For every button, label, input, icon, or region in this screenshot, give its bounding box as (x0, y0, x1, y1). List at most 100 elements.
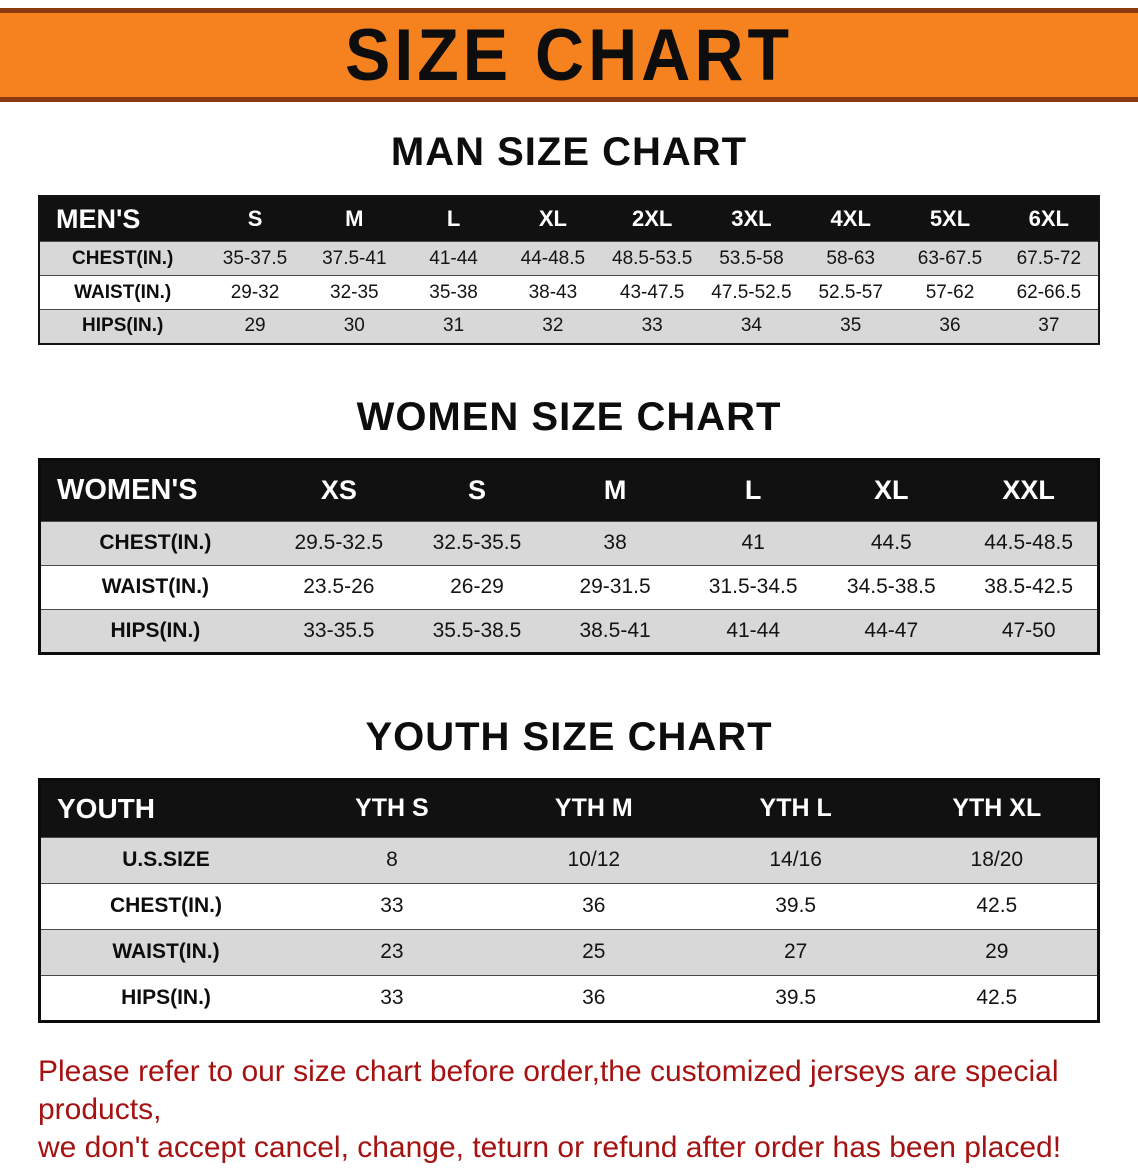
measurement-value-cell: 8 (386, 848, 398, 871)
table-title-cell: MEN'S (39, 196, 206, 242)
measurement-value-cell: 35-38 (429, 281, 478, 303)
size-column-header: XS (269, 459, 408, 521)
measurement-value-cell: 42.5 (976, 985, 1018, 1009)
measurement-value-cell: 34 (740, 315, 762, 337)
size-column-header: 6XL (999, 196, 1099, 242)
size-column-header: 5XL (900, 196, 1000, 242)
measurement-value-cell: 39.5 (775, 985, 817, 1009)
measurement-row: CHEST(IN.) 35-37.5 37.5-41 41-44 44-48.5 48.5… (39, 241, 1099, 276)
men-section-heading: MAN SIZE CHART (390, 130, 748, 174)
measurement-row: HIPS(IN.) 33-35.5 35.5-38.5 38.5-41 41-44 44-… (39, 609, 1099, 653)
measurement-value-cell: 32 (542, 315, 564, 337)
measurement-value-cell: 32-35 (330, 281, 379, 303)
women-size-table: WOMEN'S XS S M L XL XXL CHEST(IN.) 29.5-32.5 32.5… (38, 457, 1100, 655)
size-column-header: 2XL (602, 196, 702, 242)
measurement-value-cell: 41-44 (726, 618, 781, 642)
measurement-value-cell: 36 (939, 315, 961, 337)
measurement-value-cell: 29-31.5 (579, 575, 651, 598)
measurement-value-cell: 38-43 (528, 281, 578, 303)
order-policy-line-1: Please refer to our size chart before or… (38, 1054, 1059, 1126)
measurement-value-cell: 29 (985, 940, 1009, 963)
measurement-row: HIPS(IN.) 29 30 31 32 33 34 35 36 37 (39, 309, 1099, 344)
measurement-value-cell: 37 (1038, 315, 1060, 337)
size-column-header: S (407, 459, 547, 521)
measurement-value-cell: 42.5 (976, 894, 1018, 917)
size-column-header: XXL (960, 459, 1099, 521)
measurement-value-cell: 44-48.5 (520, 247, 586, 269)
men-table-wrapper: MEN'S S M L XL 2XL 3XL 4XL 5XL 6XL CHEST(IN.) 35-37… (38, 195, 1100, 345)
measurement-row-label: U.S.SIZE (122, 848, 210, 871)
table-title-cell: YOUTH (39, 779, 291, 837)
measurement-row-label: WAIST(IN.) (101, 575, 210, 598)
size-column-header: S (205, 196, 305, 242)
measurement-value-cell: 29 (244, 315, 266, 337)
table-title-cell: WOMEN'S (39, 459, 270, 521)
measurement-value-cell: 43-47.5 (619, 281, 685, 303)
table-header-row: YOUTH YTH S YTH M YTH L YTH XL (39, 779, 1099, 837)
measurement-value-cell: 33 (380, 894, 404, 917)
measurement-value-cell: 67.5-72 (1016, 247, 1082, 269)
size-column-header: 3XL (701, 196, 802, 242)
measurement-value-cell: 35.5-38.5 (432, 618, 522, 642)
measurement-value-cell: 25 (582, 940, 606, 963)
measurement-value-cell: 30 (343, 315, 365, 337)
measurement-value-cell: 35 (840, 315, 862, 337)
measurement-row-label: HIPS(IN.) (121, 985, 211, 1009)
measurement-row: CHEST(IN.) 29.5-32.5 32.5-35.5 38 41 44.5 44.5… (39, 521, 1099, 565)
measurement-value-cell: 41-44 (429, 247, 478, 269)
size-column-header: 4XL (801, 196, 901, 242)
measurement-value-cell: 36 (582, 985, 606, 1009)
measurement-value-cell: 32.5-35.5 (432, 531, 522, 554)
measurement-value-cell: 62-66.5 (1016, 281, 1082, 303)
women-table-wrapper: WOMEN'S XS S M L XL XXL CHEST(IN.) 29.5-32.5 32.5… (38, 457, 1100, 655)
measurement-value-cell: 37.5-41 (322, 247, 387, 269)
size-column-header: YTH L (694, 779, 897, 837)
measurement-value-cell: 23.5-26 (303, 575, 375, 598)
size-column-header: YTH M (492, 779, 695, 837)
size-column-header: YTH XL (896, 779, 1099, 837)
youth-section-heading: YOUTH SIZE CHART (365, 714, 773, 759)
measurement-value-cell: 34.5-38.5 (846, 575, 936, 598)
measurement-row-label: WAIST(IN.) (74, 281, 172, 303)
measurement-value-cell: 23 (380, 940, 404, 963)
measurement-value-cell: 33 (380, 985, 404, 1009)
measurement-value-cell: 38 (603, 531, 627, 554)
measurement-value-cell: 39.5 (775, 894, 817, 917)
measurement-value-cell: 58-63 (826, 247, 876, 269)
measurement-value-cell: 29-32 (230, 281, 280, 303)
measurement-value-cell: 36 (582, 894, 606, 917)
measurement-value-cell: 52.5-57 (818, 281, 883, 303)
measurement-value-cell: 44.5 (870, 531, 912, 554)
measurement-value-cell: 63-67.5 (917, 247, 983, 269)
measurement-value-cell: 53.5-58 (719, 247, 784, 269)
measurement-value-cell: 31 (443, 315, 465, 337)
measurement-value-cell: 41 (741, 531, 765, 554)
measurement-row-label: CHEST(IN.) (109, 894, 222, 917)
measurement-value-cell: 18/20 (970, 848, 1024, 871)
page-title: SIZE CHART (345, 13, 793, 97)
measurement-value-cell: 44.5-48.5 (984, 531, 1074, 554)
measurement-row: HIPS(IN.) 33 36 39.5 42.5 (39, 975, 1099, 1021)
measurement-value-cell: 10/12 (567, 848, 621, 871)
youth-table-wrapper: YOUTH YTH S YTH M YTH L YTH XL U.S.SIZE 8 10/12… (38, 777, 1100, 1023)
men-size-chart-section: MAN SIZE CHART MEN'S S M L XL 2XL 3XL 4XL 5XL 6XL… (0, 130, 1138, 345)
measurement-value-cell: 38.5-41 (579, 618, 651, 642)
size-column-header: L (403, 196, 504, 242)
measurement-value-cell: 29.5-32.5 (294, 531, 384, 554)
measurement-value-cell: 26-29 (450, 575, 504, 598)
measurement-row: CHEST(IN.) 33 36 39.5 42.5 (39, 883, 1099, 929)
measurement-value-cell: 47.5-52.5 (711, 281, 792, 303)
size-column-header: M (546, 459, 685, 521)
measurement-value-cell: 33-35.5 (303, 618, 375, 642)
table-header-row: MEN'S S M L XL 2XL 3XL 4XL 5XL 6XL (39, 196, 1099, 242)
size-column-header: L (684, 459, 823, 521)
measurement-value-cell: 14/16 (769, 848, 822, 871)
measurement-value-cell: 33 (641, 315, 663, 337)
measurement-value-cell: 47-50 (1001, 618, 1056, 642)
measurement-row-label: CHEST(IN.) (72, 247, 174, 269)
measurement-value-cell: 57-62 (925, 281, 975, 303)
women-section-heading: WOMEN SIZE CHART (356, 394, 782, 439)
measurement-value-cell: 44-47 (864, 618, 919, 642)
measurement-value-cell: 48.5-53.5 (612, 247, 693, 269)
measurement-value-cell: 38.5-42.5 (984, 575, 1074, 598)
